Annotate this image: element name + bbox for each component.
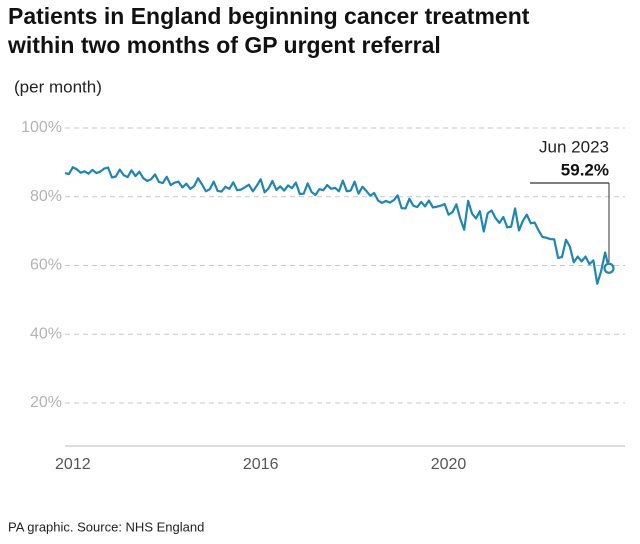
y-tick-label: 80%	[30, 188, 62, 205]
chart-title: Patients in England beginning cancer tre…	[8, 3, 530, 29]
source: PA graphic. Source: NHS England	[8, 519, 204, 534]
end-point	[603, 262, 615, 274]
x-tick-label: 2012	[55, 456, 91, 473]
x-tick-label: 2020	[431, 456, 467, 473]
chart-subtitle: within two months of GP urgent referral	[7, 32, 441, 58]
value-label: 59.2%	[561, 160, 609, 179]
data-line	[64, 166, 611, 285]
y-tick-label: 60%	[30, 257, 62, 274]
y-tick-label: 40%	[30, 325, 62, 342]
y-tick-label: 20%	[30, 394, 62, 411]
x-tick-label: 2016	[243, 456, 279, 473]
y-tick-label: 100%	[21, 119, 62, 136]
annotation: Jun 2023	[539, 137, 609, 156]
y-axis-label: (per month)	[14, 77, 102, 96]
